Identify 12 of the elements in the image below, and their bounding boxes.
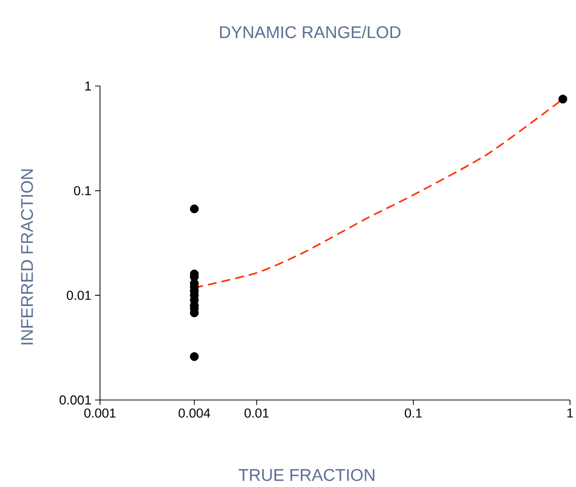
x-tick-label: 0.004 [178,408,210,418]
y-tick-label: 1 [85,82,91,90]
x-tick-label: 0.01 [244,408,269,418]
x-tick-label: 0.1 [404,408,422,418]
x-tick-label: 1 [567,408,573,418]
x-tick-label: 0.001 [84,408,116,418]
y-tick-label: 0.1 [74,186,91,196]
x-axis-title: TRUE FRACTION [238,469,374,481]
y-tick-label: 0.01 [66,290,91,300]
y-axis-title: INFERRED FRACTION [21,169,34,344]
chart-title: DYNAMIC RANGE/LOD [220,26,400,38]
y-tick-label: 0.001 [60,395,91,405]
